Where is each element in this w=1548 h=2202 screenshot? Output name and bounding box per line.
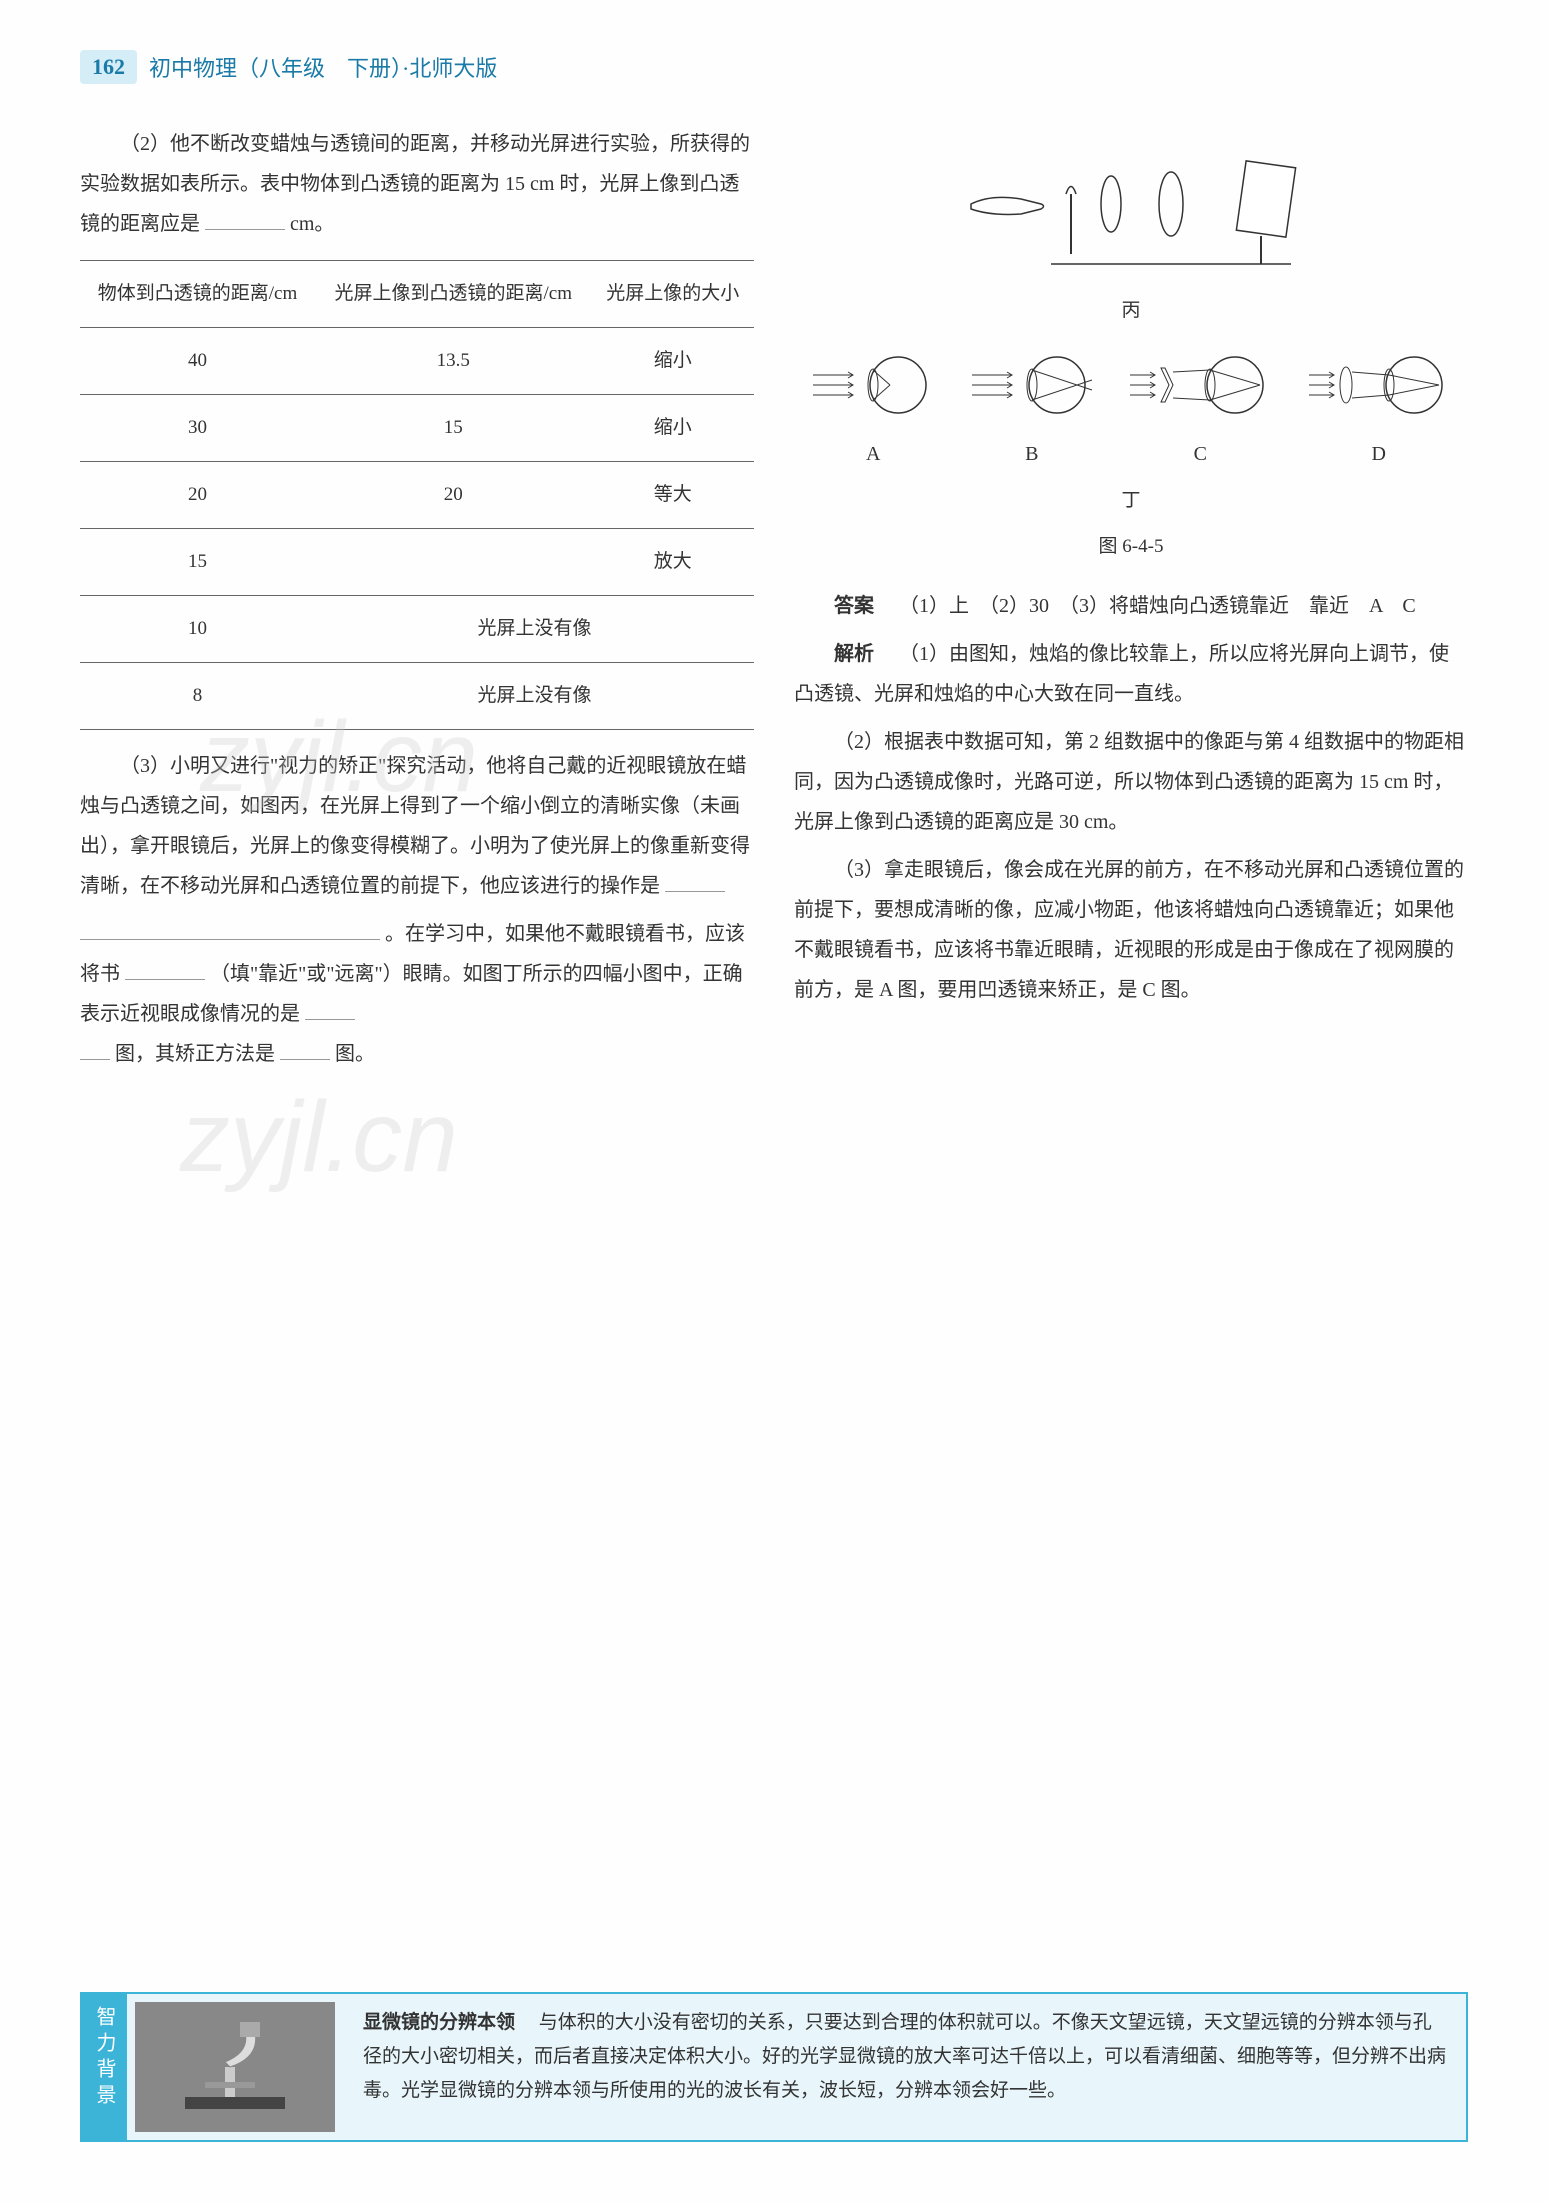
eye-b: B xyxy=(967,350,1097,474)
table-row: 15 放大 xyxy=(80,529,754,596)
eye-label-d: D xyxy=(1304,434,1454,474)
para2-unit: cm。 xyxy=(290,213,334,235)
footer-box: 智力背景 显微镜的分辨本领 与体积的大小没有密切的关系，只要达到合理的体积就可以… xyxy=(80,1992,1468,2142)
eye-label-a: A xyxy=(808,434,938,474)
eye-d: D xyxy=(1304,350,1454,474)
diagram-bing-label: 丙 xyxy=(794,292,1468,330)
th-0: 物体到凸透镜的距离/cm xyxy=(80,261,315,328)
para2-text: （2）他不断改变蜡烛与透镜间的距离，并移动光屏进行实验，所获得的实验数据如表所示… xyxy=(80,133,750,235)
paragraph-3d-line: 图，其矫正方法是 图。 xyxy=(80,1034,754,1074)
blank-input xyxy=(280,1040,330,1060)
footer-body: 与体积的大小没有密切的关系，只要达到合理的体积就可以。不像天文望远镜，天文望远镜… xyxy=(363,2012,1446,2101)
eye-a: A xyxy=(808,350,938,474)
table-row: 20 20 等大 xyxy=(80,462,754,529)
eye-label-b: B xyxy=(967,434,1097,474)
para3e: 图。 xyxy=(335,1043,375,1065)
blank-input xyxy=(205,210,285,230)
page-header: 162 初中物理（八年级 下册）·北师大版 xyxy=(80,50,1468,84)
table-row: 10 光屏上没有像 xyxy=(80,596,754,663)
figure-caption: 图 6-4-5 xyxy=(794,528,1468,566)
eye-c-svg xyxy=(1125,350,1275,420)
experiment-table: 物体到凸透镜的距离/cm 光屏上像到凸透镜的距离/cm 光屏上像的大小 40 1… xyxy=(80,260,754,730)
th-2: 光屏上像的大小 xyxy=(591,261,754,328)
blank-input xyxy=(665,872,725,892)
eye-d-svg xyxy=(1304,350,1454,420)
blank-input xyxy=(80,920,380,940)
diagram-bing: 丙 xyxy=(794,144,1468,330)
footer-text: 显微镜的分辨本领 与体积的大小没有密切的关系，只要达到合理的体积就可以。不像天文… xyxy=(343,1994,1466,2140)
blank-input xyxy=(305,1000,355,1020)
para3d: 图，其矫正方法是 xyxy=(115,1043,275,1065)
eye-c: C xyxy=(1125,350,1275,474)
diagram-bing-svg xyxy=(951,144,1311,284)
paragraph-3: （3）小明又进行"视力的矫正"探究活动，他将自己戴的近视眼镜放在蜡烛与凸透镜之间… xyxy=(80,746,754,906)
blank-input xyxy=(80,1040,110,1060)
footer-topic: 显微镜的分辨本领 xyxy=(363,2012,515,2033)
analysis-label: 解析 xyxy=(834,643,874,665)
paragraph-2: （2）他不断改变蜡烛与透镜间的距离，并移动光屏进行实验，所获得的实验数据如表所示… xyxy=(80,124,754,244)
eye-diagram-row: A B xyxy=(794,350,1468,474)
page-number: 162 xyxy=(80,50,137,84)
header-title: 初中物理（八年级 下册）·北师大版 xyxy=(149,51,497,83)
answer-section: 答案 （1）上 （2）30 （3）将蜡烛向凸透镜靠近 靠近 A C 解析 （1）… xyxy=(794,586,1468,1010)
footer-tab: 智力背景 xyxy=(82,1994,127,2140)
analysis-3: （3）拿走眼镜后，像会成在光屏的前方，在不移动光屏和凸透镜位置的前提下，要想成清… xyxy=(794,850,1468,1010)
th-1: 光屏上像到凸透镜的距离/cm xyxy=(315,261,591,328)
left-column: （2）他不断改变蜡烛与透镜间的距离，并移动光屏进行实验，所获得的实验数据如表所示… xyxy=(80,124,754,1074)
table-row: 8 光屏上没有像 xyxy=(80,663,754,730)
eye-b-svg xyxy=(967,350,1097,420)
microscope-image xyxy=(135,2002,335,2132)
eye-a-svg xyxy=(808,350,938,420)
blank-input xyxy=(125,960,205,980)
table-row: 30 15 缩小 xyxy=(80,395,754,462)
para3a: （3）小明又进行"视力的矫正"探究活动，他将自己戴的近视眼镜放在蜡烛与凸透镜之间… xyxy=(80,755,750,897)
paragraph-3b-line: 。在学习中，如果他不戴眼镜看书，应该将书 （填"靠近"或"远离"）眼睛。如图丁所… xyxy=(80,914,754,1034)
eye-label-c: C xyxy=(1125,434,1275,474)
answer-label: 答案 xyxy=(834,595,874,617)
diagram-ding-label: 丁 xyxy=(794,482,1468,520)
microscope-icon xyxy=(175,2017,295,2117)
table-row: 40 13.5 缩小 xyxy=(80,328,754,395)
answer-text: （1）上 （2）30 （3）将蜡烛向凸透镜靠近 靠近 A C xyxy=(899,595,1416,617)
right-column: 丙 A xyxy=(794,124,1468,1074)
analysis-1: （1）由图知，烛焰的像比较靠上，所以应将光屏向上调节，使凸透镜、光屏和烛焰的中心… xyxy=(794,643,1449,705)
analysis-2: （2）根据表中数据可知，第 2 组数据中的像距与第 4 组数据中的物距相同，因为… xyxy=(794,722,1468,842)
